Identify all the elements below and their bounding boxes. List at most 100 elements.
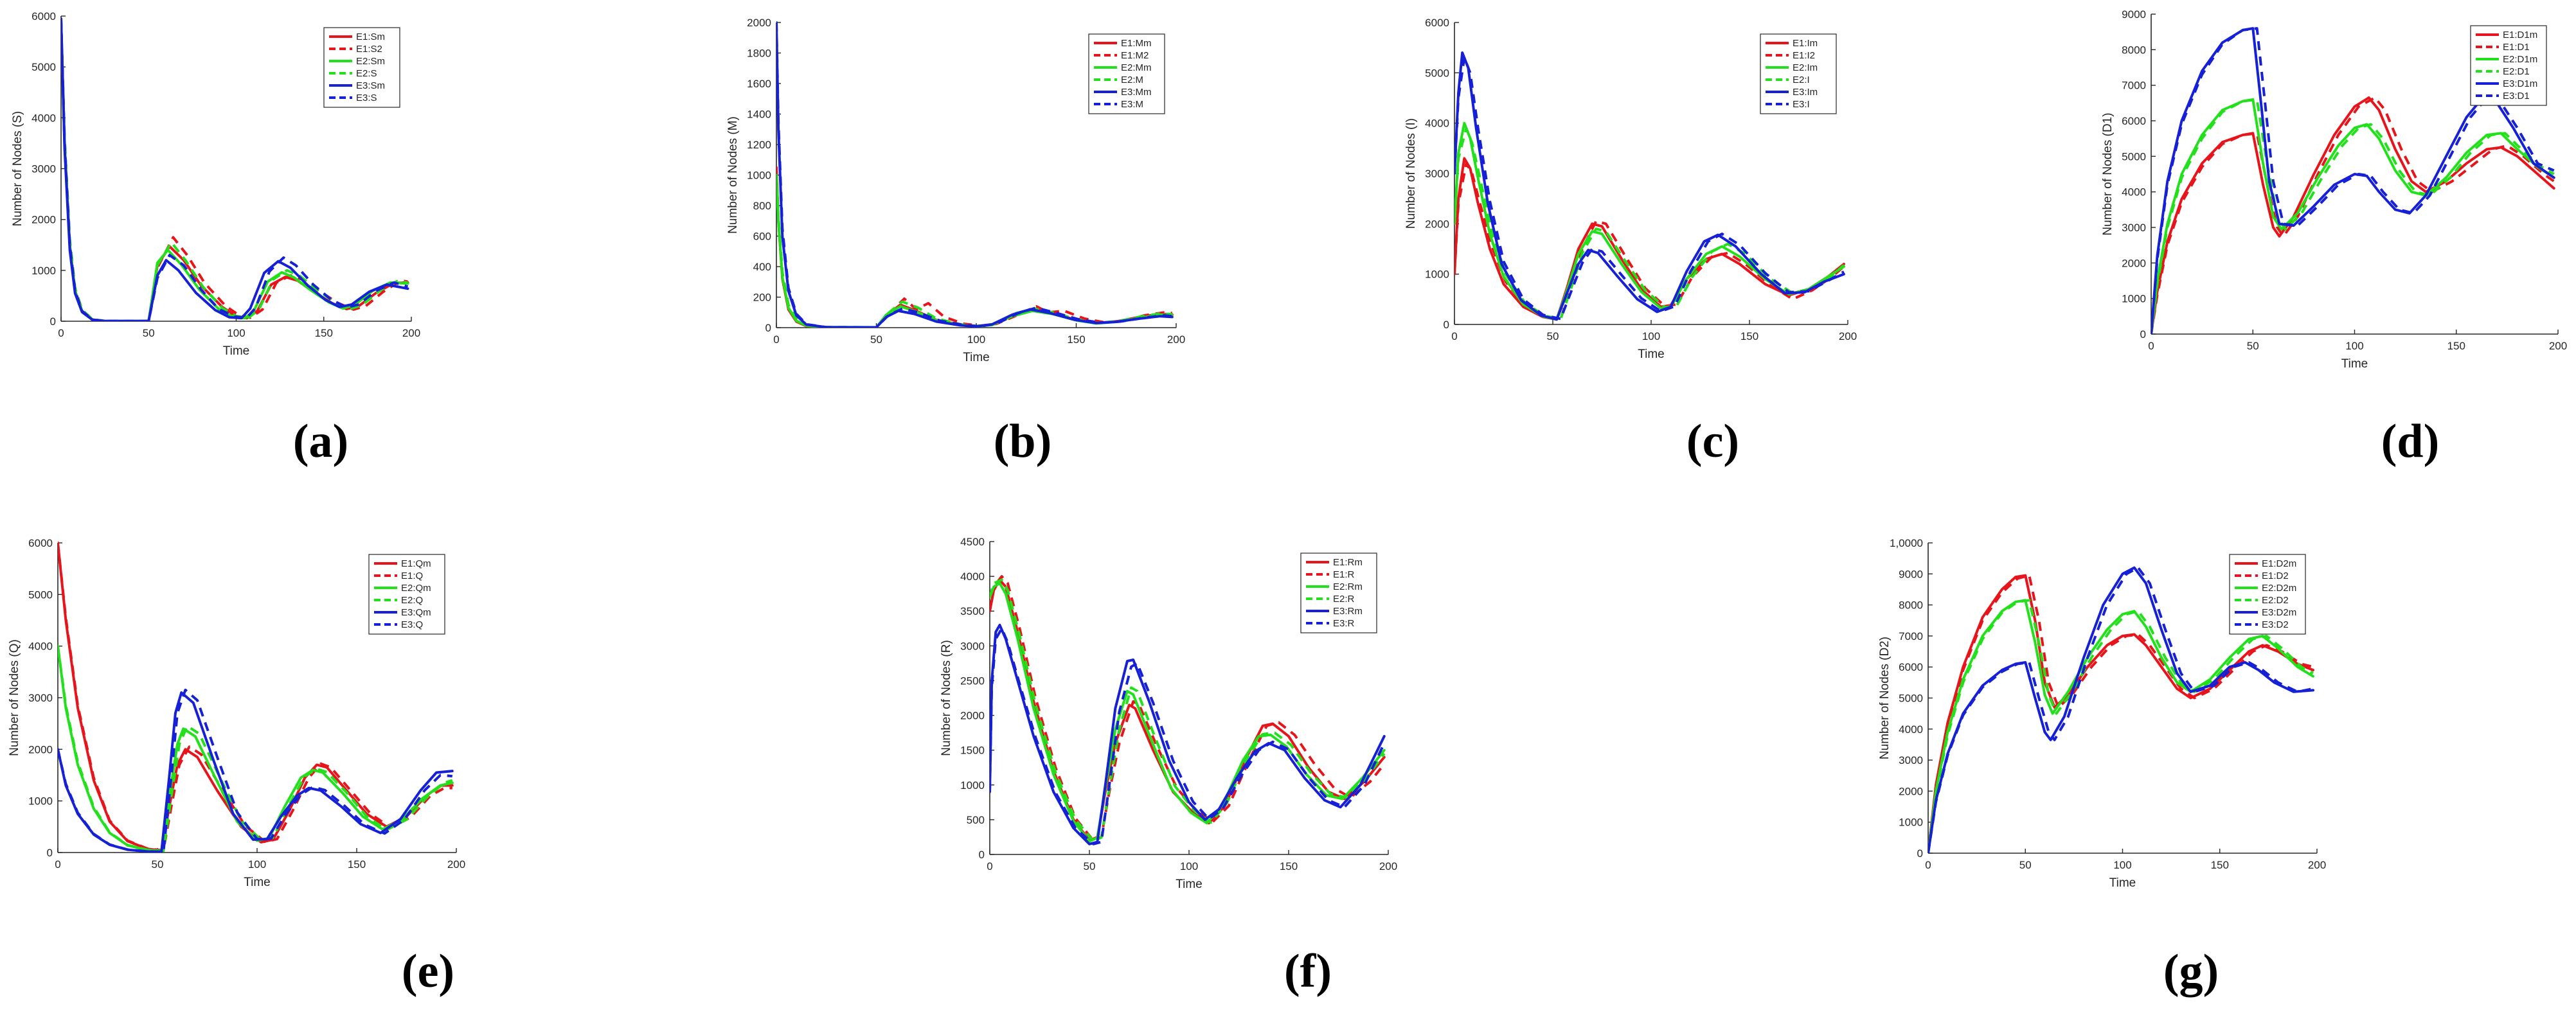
legend-box	[1760, 33, 1837, 114]
y-tick-label: 1600	[747, 78, 771, 90]
legend-label: E2:Im	[1793, 62, 1818, 73]
y-tick-label: 200	[753, 292, 771, 304]
panel-label-b: (b)	[993, 415, 1052, 468]
series-line-e1-r	[990, 575, 1386, 842]
x-tick-label: 50	[1084, 860, 1096, 872]
series-line-e2-d1m	[2151, 98, 2555, 334]
legend-box	[2229, 554, 2306, 635]
x-tick-label: 50	[2019, 859, 2032, 871]
legend-label: E2:Q	[401, 595, 423, 606]
x-axis-label: Time	[963, 351, 990, 364]
y-tick-label: 5000	[28, 588, 53, 601]
legend-label: E1:R	[1333, 569, 1355, 580]
legend-label: E1:Rm	[1333, 557, 1363, 568]
legend-label: E3:Sm	[356, 80, 385, 91]
y-tick-label: 0	[47, 847, 53, 859]
legend-box	[1088, 33, 1165, 114]
x-tick-label: 150	[2447, 340, 2465, 352]
chart-panel-c: 0 50 100 150 2000100020003000400050006000Tim…	[1404, 17, 1857, 361]
y-tick-label: 0	[1444, 319, 1449, 331]
legend-label: E2:Mm	[1121, 62, 1152, 73]
series-line-e1-mm	[776, 166, 1174, 328]
chart-panel-e: 0 50 100 150 2000100020003000400050006000Tim…	[8, 537, 465, 889]
series-group	[1454, 51, 1845, 321]
x-tick-label: 50	[143, 327, 155, 339]
x-tick-label: 0	[2148, 340, 2154, 352]
y-tick-label: 7000	[1899, 630, 1923, 642]
chart-panel-d: 0 50 100 150 2000100020003000400050006000700…	[2101, 8, 2567, 371]
y-tick-label: 6000	[28, 537, 53, 549]
x-tick-label: 200	[2549, 340, 2567, 352]
y-tick-label: 3000	[2122, 222, 2146, 234]
series-line-e3-s	[61, 18, 409, 321]
y-tick-label: 5000	[1425, 67, 1449, 79]
y-tick-label: 3000	[1425, 168, 1449, 180]
series-line-e1-im	[1454, 157, 1845, 321]
y-axis-label: Number of Nodes (D2)	[1878, 637, 1892, 759]
y-tick-label: 1000	[1899, 817, 1923, 829]
legend-label: E2:S	[356, 68, 377, 79]
legend-label: E3:D2m	[2262, 607, 2296, 618]
legend-label: E2:M	[1121, 75, 1143, 85]
legend-label: E3:Qm	[401, 607, 431, 618]
legend-label: E2:D1	[2503, 66, 2530, 77]
series-line-e3-d2	[1928, 566, 2314, 853]
legend-label: E1:Q	[401, 570, 423, 581]
panel-label-g: (g)	[2163, 945, 2219, 998]
x-tick-label: 100	[1180, 860, 1198, 872]
y-tick-label: 0	[765, 322, 771, 334]
y-tick-label: 6000	[2122, 115, 2146, 127]
legend-label: E1:D2m	[2262, 558, 2296, 569]
x-tick-label: 200	[447, 858, 465, 871]
y-tick-label: 500	[967, 814, 985, 826]
series-line-e2-qm	[58, 644, 454, 853]
series-line-e1-m2	[776, 175, 1172, 328]
y-tick-label: 2000	[747, 17, 771, 29]
series-line-e2-d2	[1928, 599, 2314, 853]
y-tick-label: 3500	[960, 605, 985, 617]
y-axis-label: Number of Nodes (D1)	[2101, 112, 2115, 235]
legend-label: E2:Qm	[401, 583, 431, 594]
y-tick-label: 0	[50, 315, 56, 328]
x-axis-label: Time	[1176, 878, 1203, 891]
legend-label: E2:Rm	[1333, 581, 1363, 592]
series-line-e2-i	[1454, 127, 1845, 321]
series-line-e2-m	[776, 175, 1172, 328]
y-tick-label: 1200	[747, 139, 771, 151]
y-tick-label: 3000	[31, 163, 56, 175]
legend-label: E3:Q	[401, 619, 423, 630]
x-axis-label: Time	[2109, 876, 2136, 890]
x-tick-label: 100	[2345, 340, 2363, 352]
y-axis-label: Number of Nodes (Q)	[8, 639, 21, 756]
series-line-e3-m	[776, 22, 1172, 328]
series-line-e1-d1m	[2151, 96, 2555, 334]
y-tick-label: 6000	[1425, 17, 1449, 29]
legend-label: E1:M2	[1121, 50, 1149, 61]
y-tick-label: 2000	[960, 710, 985, 722]
x-axis-label: Time	[244, 876, 271, 889]
y-tick-label: 9000	[2122, 8, 2146, 21]
legend-label: E3:Mm	[1121, 87, 1152, 98]
legend-label: E1:D2	[2262, 570, 2289, 581]
y-tick-label: 5000	[1899, 693, 1923, 705]
legend-label: E3:M	[1121, 99, 1143, 110]
y-tick-label: 1000	[2122, 293, 2146, 305]
y-tick-label: 5000	[2122, 150, 2146, 163]
y-tick-label: 2000	[1899, 785, 1923, 797]
legend-label: E1:I2	[1793, 50, 1815, 61]
y-tick-label: 1500	[960, 745, 985, 757]
y-tick-label: 5000	[31, 61, 56, 73]
x-tick-label: 200	[402, 327, 420, 339]
y-tick-label: 1000	[747, 170, 771, 182]
y-tick-label: 0	[979, 849, 985, 861]
y-tick-label: 8000	[2122, 44, 2146, 56]
y-tick-label: 7000	[2122, 80, 2146, 92]
x-tick-label: 100	[1642, 330, 1660, 342]
y-tick-label: 6000	[1899, 661, 1923, 673]
y-tick-label: 400	[753, 261, 771, 273]
legend-box	[323, 27, 400, 108]
y-tick-label: 1000	[28, 795, 53, 808]
legend-label: E3:S	[356, 93, 377, 103]
chart-panel-a: 0 50 100 150 2000100020003000400050006000Tim…	[11, 10, 420, 358]
x-tick-label: 150	[1740, 330, 1758, 342]
